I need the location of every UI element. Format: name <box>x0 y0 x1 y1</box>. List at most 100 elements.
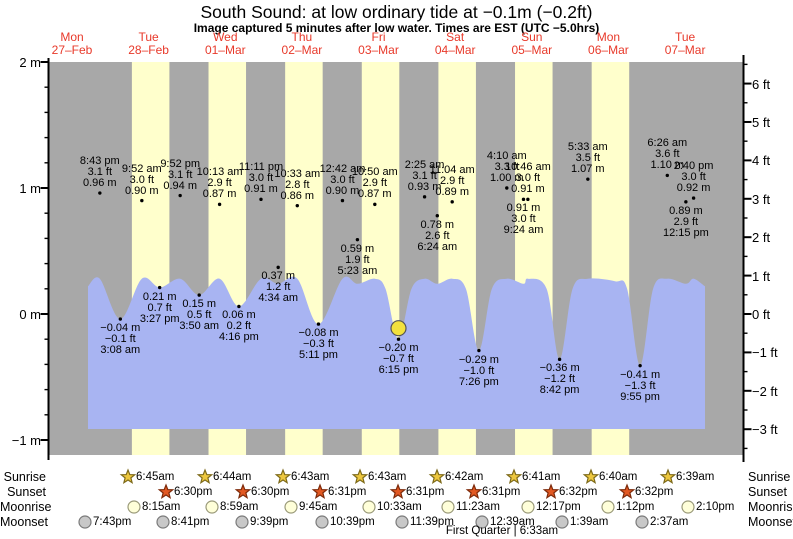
moonset-time: 11:39pm <box>410 516 454 528</box>
current-time-marker <box>390 320 407 337</box>
sunrise-time: 6:40am <box>599 471 638 483</box>
sunrise-icon <box>428 468 446 485</box>
tide-annotation: 11:11 pm 3.0 ft 0.91 m <box>238 161 284 196</box>
moonrise-time: 2:10pm <box>696 501 735 513</box>
y-axis-label-m: 0 m <box>19 307 41 322</box>
moonrise-time: 12:17pm <box>536 501 581 513</box>
moonrise-icon <box>441 500 455 514</box>
moonrise-time: 11:23am <box>456 501 500 513</box>
tide-event-dot <box>373 202 377 207</box>
y-axis-label-ft: −3 ft <box>752 422 778 438</box>
tide-event-dot <box>665 173 669 178</box>
moonset-icon <box>235 515 249 529</box>
tide-event-dot <box>237 304 241 309</box>
tide-event-dot <box>276 265 280 270</box>
moonrise-time: 8:15am <box>142 501 181 513</box>
moonrise-icon <box>284 500 298 514</box>
y-axis-label-ft: 1 ft <box>752 268 771 284</box>
tide-annotation: 8:43 pm 3.1 ft 0.96 m <box>79 155 120 189</box>
sunrise-icon <box>505 468 523 485</box>
tide-event-dot <box>157 285 162 290</box>
sunset-time: 6:31pm <box>328 486 367 498</box>
tide-event-dot <box>422 195 427 199</box>
moonset-icon <box>395 515 409 529</box>
y-axis-label-ft: 4 ft <box>752 153 771 169</box>
sunrise-icon <box>582 468 600 485</box>
tide-annotation: 0.06 m 0.2 ft 4:16 pm <box>219 309 259 344</box>
sunrise-time: 6:39am <box>676 471 715 483</box>
y-axis-label-ft: 3 ft <box>752 191 771 207</box>
moonset-icon <box>315 515 329 529</box>
sunrise-row-label: Sunrise <box>748 470 791 484</box>
tide-annotation: −0.29 m −1.0 ft 7:26 pm <box>458 353 499 388</box>
moonset-icon <box>555 515 569 529</box>
tide-annotation: 0.91 m 3.0 ft 9:24 am <box>503 202 544 237</box>
tide-annotation: 0.15 m 0.5 ft 3:50 am <box>179 298 220 333</box>
moonrise-time: 8:59am <box>220 501 259 513</box>
y-axis-label-ft: −2 ft <box>752 383 778 399</box>
moonrise-icon <box>362 500 376 514</box>
y-axis-label-ft: −1 ft <box>752 345 778 361</box>
tide-annotation: 5:33 am 3.5 ft 1.07 m <box>567 141 608 176</box>
tide-annotation: 11:04 am 2.9 ft 0.89 m <box>429 163 475 198</box>
tide-annotation: 0.89 m 2.9 ft 12:15 pm <box>662 204 709 239</box>
tide-event-dot <box>586 177 590 181</box>
sunset-icon <box>157 483 175 500</box>
tide-annotation: −0.04 m −0.1 ft 3:08 am <box>100 322 141 356</box>
moonrise-row-label: Moonrise <box>748 500 793 514</box>
tide-event-dot <box>396 337 401 341</box>
sunrise-time: 6:42am <box>445 471 484 483</box>
chart-subtitle: Image captured 5 minutes after low water… <box>193 21 600 35</box>
sunset-icon <box>234 483 252 500</box>
moonset-row-label: Moonset <box>0 515 48 529</box>
moonrise-icon <box>127 500 141 514</box>
tide-annotation: 0.37 m 1.2 ft 4:34 am <box>258 270 299 305</box>
sunrise-icon <box>196 468 214 485</box>
tide-event-dot <box>178 193 182 198</box>
sunset-row-label: Sunset <box>748 485 787 499</box>
sunset-icon <box>618 483 636 500</box>
tide-annotation: 0.59 m 1.9 ft 5:23 am <box>337 242 378 277</box>
y-axis-label-m: −1 m <box>11 433 41 448</box>
tide-annotation: 10:50 am 2.9 ft 0.87 m <box>351 166 398 201</box>
tide-event-dot <box>691 196 696 200</box>
sunrise-icon <box>119 468 137 485</box>
day-label: Mon 27–Feb <box>51 30 93 57</box>
y-axis-label-m: 1 m <box>19 181 41 196</box>
y-axis-label-m: 2 m <box>19 55 41 70</box>
tide-annotation: −0.08 m −0.3 ft 5:11 pm <box>298 327 339 362</box>
moonset-time: 12:39am <box>490 516 535 528</box>
sunset-icon <box>542 483 560 500</box>
sunset-time: 6:32pm <box>559 486 598 498</box>
tide-annotation: 12:42 am 3.0 ft 0.90 m <box>319 162 366 197</box>
day-label: Thu 02–Mar <box>281 30 323 57</box>
day-label: Sun 05–Mar <box>511 30 553 57</box>
tide-event-dot <box>477 348 481 353</box>
tide-event-dot <box>259 197 263 202</box>
tide-event-dot <box>217 202 222 207</box>
moonset-row-label: Moonset <box>748 515 793 529</box>
sunset-row-label: Sunset <box>7 485 46 499</box>
sunset-icon <box>465 483 483 500</box>
y-axis-label-ft: 0 ft <box>752 307 771 322</box>
tide-event-dot <box>450 200 454 204</box>
tide-annotation: −0.20 m −0.7 ft 6:15 pm <box>378 342 419 377</box>
moonset-time: 10:39pm <box>330 516 375 528</box>
moonrise-time: 9:45am <box>299 501 338 513</box>
sunrise-time: 6:41am <box>522 471 561 483</box>
day-label: Fri 03–Mar <box>358 30 399 57</box>
sunrise-time: 6:45am <box>136 471 175 483</box>
sunset-time: 6:31pm <box>406 486 445 498</box>
tide-annotation: 10:33 am 2.8 ft 0.86 m <box>274 167 321 202</box>
sunset-icon <box>389 483 407 500</box>
sunset-time: 6:31pm <box>482 486 521 498</box>
tide-annotation: 10:13 am 2.9 ft 0.87 m <box>196 166 243 201</box>
tide-event-dot <box>557 357 562 362</box>
moonset-time: 1:39am <box>570 516 609 528</box>
tide-event-dot <box>505 186 509 190</box>
moonset-time: 7:43pm <box>93 516 132 528</box>
moonrise-icon <box>521 500 535 514</box>
chart-title: South Sound: at low ordinary tide at −0.… <box>200 2 593 22</box>
